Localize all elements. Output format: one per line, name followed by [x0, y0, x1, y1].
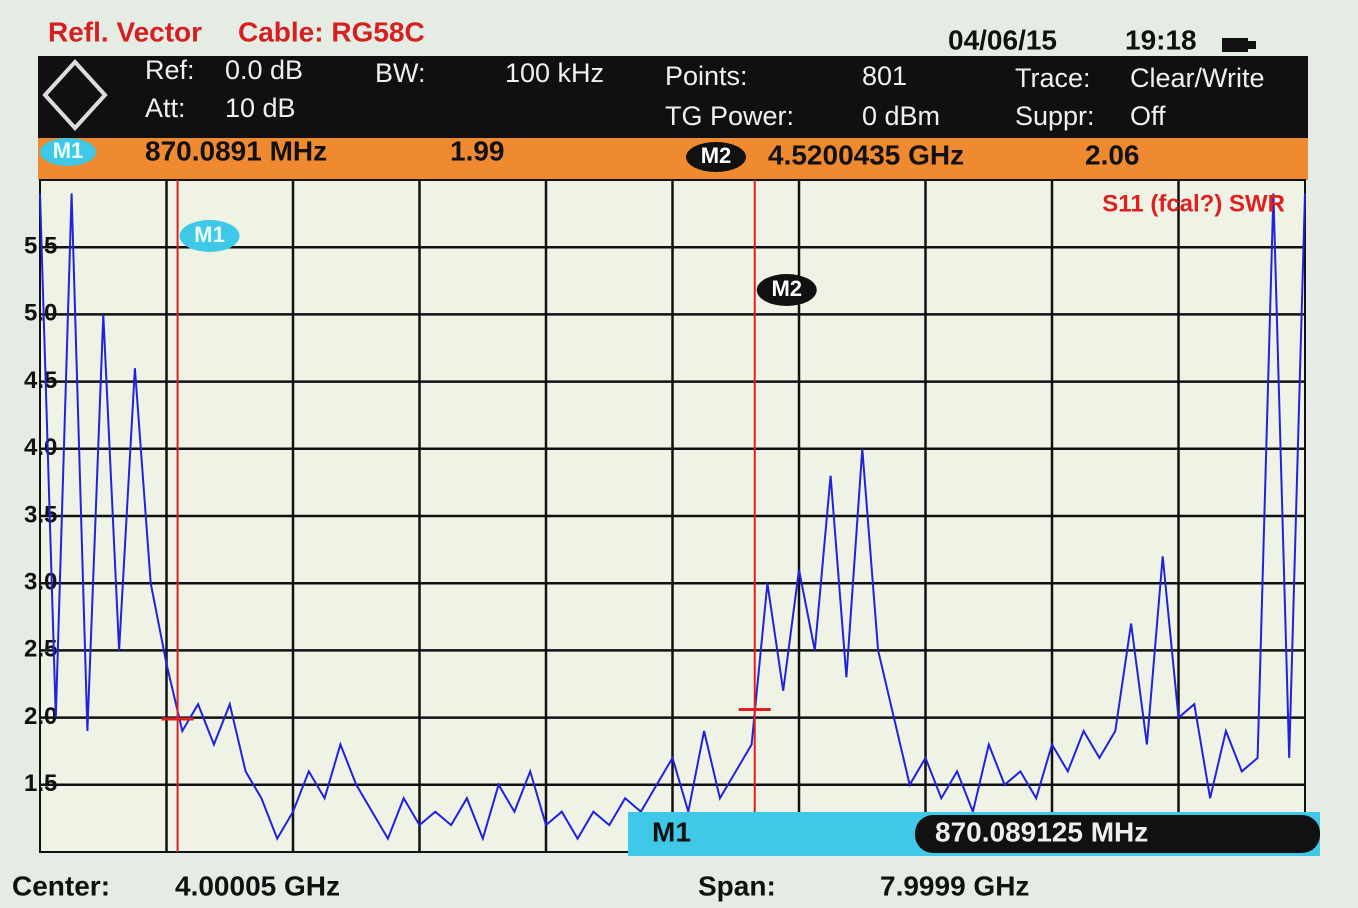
logo — [42, 59, 108, 131]
setting-label: Att: — [145, 93, 186, 123]
y-tick-label: 2.0 — [24, 703, 57, 730]
setting-label: BW: — [375, 58, 426, 88]
marker-flag — [756, 274, 817, 306]
setting-label: Suppr: — [1015, 101, 1095, 131]
cable: Cable: RG58C — [238, 16, 425, 47]
y-tick-label: 5.0 — [24, 300, 57, 327]
setting-value: 10 dB — [225, 93, 296, 123]
m1-badge-label: M1 — [53, 138, 84, 163]
m1-badge — [40, 138, 96, 166]
battery-icon — [1222, 38, 1256, 52]
readout-value: 870.089125 MHz — [935, 816, 1148, 847]
setting-label: TG Power: — [665, 101, 794, 131]
marker-flag-label: M1 — [194, 222, 225, 247]
setting-label: Ref: — [145, 55, 195, 85]
readout-value-box — [915, 815, 1320, 853]
setting-value: 100 kHz — [505, 58, 604, 88]
settings-bar — [38, 56, 1308, 138]
y-tick-label: 4.5 — [24, 367, 57, 394]
m2-badge — [686, 142, 746, 172]
m2-badge-label: M2 — [701, 143, 732, 168]
setting-value: 801 — [862, 61, 907, 91]
trace — [39, 193, 1306, 842]
m1-freq: 870.0891 MHz — [145, 135, 327, 166]
readout-name: M1 — [652, 816, 691, 847]
marker-flag — [179, 220, 240, 252]
marker-flag-label: M2 — [771, 276, 802, 301]
mode: Refl. Vector — [48, 16, 202, 47]
m2-value: 2.06 — [1085, 139, 1140, 170]
setting-label: Trace: — [1015, 63, 1091, 93]
date: 04/06/15 — [948, 24, 1057, 55]
setting-label: Points: — [665, 61, 748, 91]
y-tick-label: 1.5 — [24, 770, 57, 797]
setting-value: Clear/Write — [1130, 63, 1265, 93]
trace-label: S11 (fcal?) SWR — [1102, 190, 1285, 217]
center-label: Center: — [12, 870, 110, 901]
setting-value: Off — [1130, 101, 1166, 131]
span-value: 7.9999 GHz — [880, 870, 1029, 901]
center-value: 4.00005 GHz — [175, 870, 340, 901]
m1-value: 1.99 — [450, 135, 505, 166]
m2-freq: 4.5200435 GHz — [768, 139, 964, 170]
y-tick-label: 3.5 — [24, 501, 57, 528]
setting-value: 0.0 dB — [225, 55, 303, 85]
setting-value: 0 dBm — [862, 101, 940, 131]
time: 19:18 — [1125, 24, 1197, 55]
y-tick-label: 2.5 — [24, 636, 57, 663]
span-label: Span: — [698, 870, 776, 901]
y-tick-label: 4.0 — [24, 434, 57, 461]
marker-bar — [38, 138, 1308, 180]
